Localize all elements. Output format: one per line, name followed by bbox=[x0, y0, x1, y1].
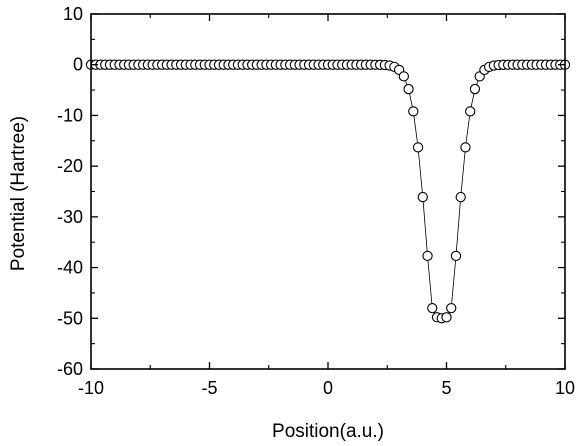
data-point bbox=[465, 106, 476, 117]
data-point bbox=[427, 302, 438, 314]
data-point bbox=[417, 191, 428, 203]
y-tick-label: 0 bbox=[73, 55, 83, 75]
data-point bbox=[422, 250, 433, 262]
x-tick-label: -10 bbox=[78, 378, 104, 398]
y-tick-label: -50 bbox=[57, 308, 83, 328]
x-tick-label: 0 bbox=[323, 378, 333, 398]
x-axis-title: Position(a.u.) bbox=[272, 421, 384, 442]
y-tick-label: -10 bbox=[57, 105, 83, 125]
data-point bbox=[441, 312, 452, 323]
y-tick-label: -30 bbox=[57, 207, 83, 227]
data-point bbox=[455, 191, 466, 203]
data-point bbox=[398, 71, 409, 82]
y-axis-title: Potential (Hartree) bbox=[8, 116, 29, 271]
data-point bbox=[446, 302, 457, 314]
x-tick-label: 10 bbox=[555, 378, 575, 398]
data-point bbox=[403, 83, 414, 95]
data-point bbox=[450, 250, 462, 262]
y-tick-label: -20 bbox=[57, 156, 83, 176]
x-tick-label: 5 bbox=[441, 378, 451, 398]
y-tick-label: -40 bbox=[57, 258, 83, 278]
data-point bbox=[412, 142, 424, 153]
y-tick-label: -60 bbox=[57, 359, 83, 379]
plot-area bbox=[85, 59, 571, 324]
axis-ticks bbox=[90, 13, 566, 370]
data-point bbox=[460, 142, 471, 153]
x-tick-label: -5 bbox=[201, 378, 217, 398]
y-tick-label: 10 bbox=[63, 4, 83, 24]
data-point bbox=[469, 83, 481, 95]
data-point bbox=[408, 106, 419, 117]
